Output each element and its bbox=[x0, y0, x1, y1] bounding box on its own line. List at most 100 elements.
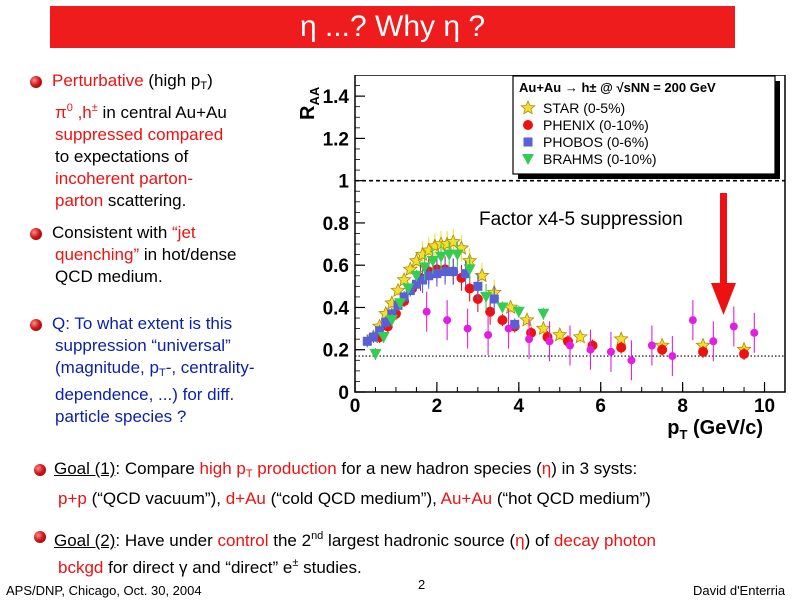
goal-1-auau: Au+Au bbox=[440, 489, 493, 508]
y-tick-label: 0.8 bbox=[323, 214, 349, 235]
legend-label: BRAHMS (0-10%) bbox=[543, 151, 657, 167]
magenta-point bbox=[688, 316, 697, 325]
incoherent-text: incoherent parton- bbox=[55, 169, 193, 188]
goal-2-a: : Have under bbox=[115, 531, 218, 550]
central-auau-text: in central Au+Au bbox=[97, 103, 227, 122]
x-tick-label: 6 bbox=[595, 396, 606, 417]
phobos-point bbox=[461, 269, 471, 279]
magenta-point bbox=[443, 316, 452, 325]
brahms-point bbox=[394, 298, 407, 310]
star-point bbox=[396, 271, 412, 287]
magenta-point bbox=[627, 356, 636, 365]
phobos-point bbox=[387, 309, 397, 319]
goal-1-c: ) in 3 systs: bbox=[551, 459, 638, 478]
goal-2-bckgd: bckgd bbox=[58, 558, 104, 577]
phobos-point bbox=[399, 292, 409, 302]
legend-box bbox=[512, 75, 776, 175]
slide-title: η ...? Why η ? bbox=[50, 6, 735, 48]
phobos-point bbox=[448, 267, 458, 277]
pi-symbol: π bbox=[55, 103, 67, 122]
phenix-point bbox=[657, 344, 668, 355]
magenta-point bbox=[729, 322, 738, 331]
goal-2-label: Goal (2) bbox=[54, 531, 116, 550]
goal-1-text: Goal (1): Compare high pT production for… bbox=[54, 458, 794, 510]
x-tick-label: 10 bbox=[754, 396, 775, 417]
phobos-point bbox=[510, 319, 520, 329]
goal-1-pt-sub: T bbox=[245, 468, 253, 480]
brahms-point bbox=[377, 332, 390, 344]
bullet-3-icon bbox=[30, 319, 42, 331]
brahms-point bbox=[463, 264, 476, 276]
y-tick-label: 1.4 bbox=[323, 87, 350, 108]
legend-marker-phenix bbox=[523, 120, 533, 130]
phobos-point bbox=[368, 332, 378, 342]
legend-label: STAR (0-5%) bbox=[543, 100, 625, 116]
legend-label: PHENIX (0-10%) bbox=[543, 117, 649, 133]
brahms-point bbox=[410, 270, 423, 282]
phobos-point bbox=[489, 294, 499, 304]
star-point bbox=[445, 233, 461, 249]
magenta-point bbox=[484, 330, 493, 339]
legend-label: PHOBOS (0-6%) bbox=[543, 134, 649, 150]
goal-2-decay: decay photon bbox=[553, 531, 656, 550]
pt-subscript: T bbox=[200, 80, 208, 92]
footer-left: APS/DNP, Chicago, Oct. 30, 2004 bbox=[6, 583, 202, 598]
question-line-2: suppression “universal” bbox=[55, 336, 231, 355]
goal-2-b: the 2 bbox=[268, 531, 312, 550]
suppression-arrow-shaft bbox=[720, 193, 727, 285]
phobos-point bbox=[424, 271, 434, 281]
phobos-point bbox=[473, 281, 483, 291]
bullet-1-icon bbox=[30, 76, 42, 88]
y-tick-label: 0.2 bbox=[323, 341, 349, 362]
question-line-3b: -, centrality- bbox=[165, 358, 255, 377]
phobos-point bbox=[411, 279, 421, 289]
brahms-point bbox=[512, 306, 525, 318]
goal-2-c: largest hadronic source ( bbox=[323, 531, 516, 550]
y-tick-label: 1.2 bbox=[323, 129, 349, 150]
bullet-1-text: Perturbative (high pT) π0 ,h± in central… bbox=[52, 70, 227, 212]
goal-1-dau-desc: (“cold QCD medium”), bbox=[265, 489, 441, 508]
y-tick-label: 0.4 bbox=[323, 298, 350, 319]
phobos-point bbox=[418, 275, 428, 285]
y-tick-label: 1 bbox=[338, 172, 349, 193]
magenta-point bbox=[422, 307, 431, 316]
goal-1-auau-desc: (“hot QCD medium”) bbox=[492, 489, 651, 508]
brahms-point bbox=[369, 348, 382, 360]
y-tick-label: 0.6 bbox=[323, 256, 349, 277]
question-line-3a: (magnitude, p bbox=[55, 358, 159, 377]
phenix-point bbox=[739, 348, 750, 359]
goal-2-d: ) of bbox=[524, 531, 554, 550]
x-tick-label: 2 bbox=[432, 396, 443, 417]
magenta-point bbox=[647, 341, 656, 350]
bullet-2-text: Consistent with “jet quenching” in hot/d… bbox=[52, 222, 236, 288]
raa-chart: 0 2 4 6 8 10 0 0.2 0.4 0.6 0.8 1 1.2 1.4 pT (GeV/c) RAA… bbox=[297, 75, 786, 442]
phenix-point bbox=[698, 346, 709, 357]
phobos-point bbox=[432, 269, 442, 279]
question-line-4: dependence, ...) for diff. bbox=[55, 385, 235, 404]
phobos-point bbox=[375, 326, 385, 336]
legend-title: Au+Au → h± @ √sNN = 200 GeV bbox=[519, 80, 716, 95]
goal-2-epm: ± bbox=[292, 557, 299, 569]
magenta-point bbox=[668, 352, 677, 361]
brahms-point bbox=[480, 291, 493, 303]
star-point bbox=[572, 329, 588, 344]
question-pt-subscript: T bbox=[158, 367, 166, 379]
goal-2-icon bbox=[34, 531, 46, 543]
goal-2-f: and “direct” e bbox=[187, 558, 293, 577]
goal-2-eta: η bbox=[515, 531, 525, 550]
phenix-point bbox=[464, 283, 475, 294]
magenta-point bbox=[586, 345, 595, 354]
question-line-5: particle species ? bbox=[55, 407, 187, 426]
goal-1-pp-desc: (“QCD vacuum”), bbox=[86, 489, 226, 508]
star-point bbox=[535, 320, 551, 336]
goal-1-a: : Compare bbox=[115, 459, 200, 478]
brahms-point bbox=[496, 302, 509, 314]
bullet-3-text: Q: To what extent is this suppression “u… bbox=[52, 313, 254, 428]
goal-2-nd: nd bbox=[311, 530, 324, 542]
brahms-point bbox=[385, 315, 398, 327]
high-pt-text: (high p bbox=[143, 71, 201, 90]
page-number: 2 bbox=[418, 577, 426, 592]
phenix-point bbox=[497, 315, 508, 326]
legend-marker-star bbox=[520, 99, 536, 115]
legend-marker-phobos bbox=[523, 137, 533, 147]
